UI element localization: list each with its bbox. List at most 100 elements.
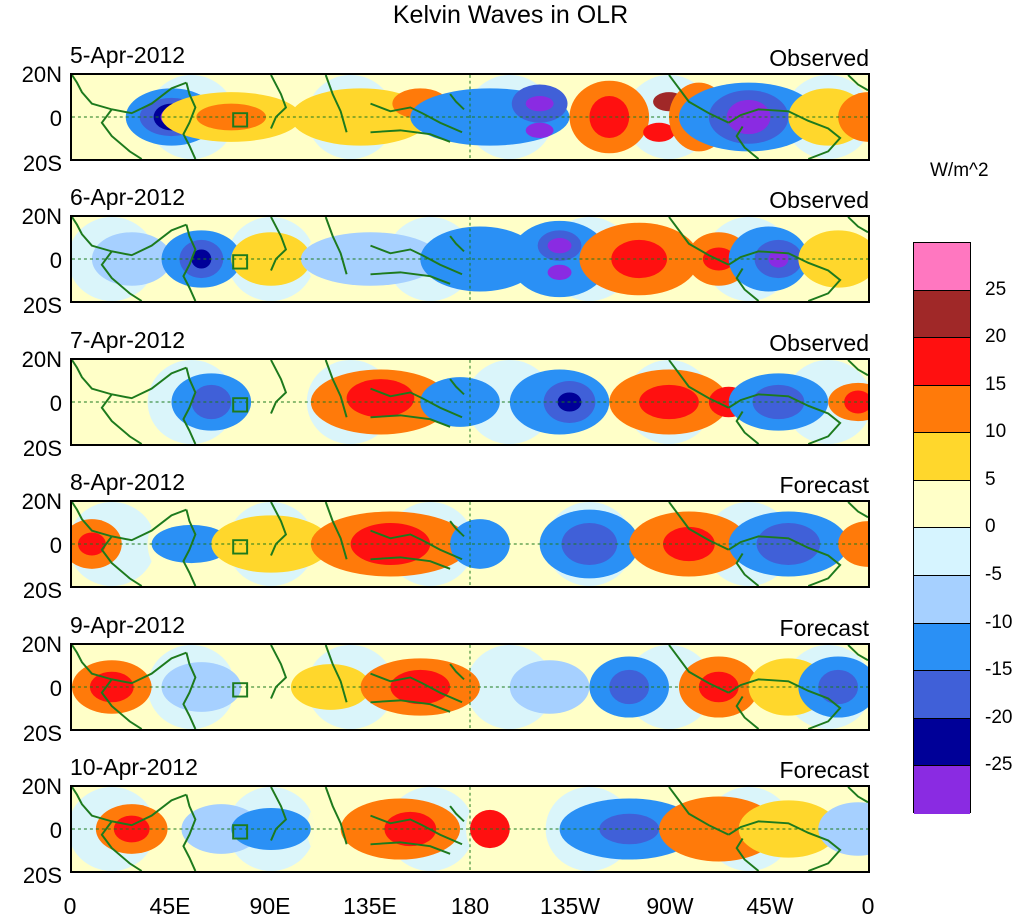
coastline	[182, 509, 197, 586]
coastline	[449, 93, 465, 111]
lat-label: 20N	[21, 774, 62, 799]
olr-band	[72, 360, 156, 444]
coastline	[668, 502, 730, 551]
colorbar-swatch	[914, 766, 970, 814]
olr-anomaly-map	[70, 785, 870, 873]
coastline	[735, 553, 760, 586]
coastline	[449, 235, 465, 253]
coastline	[370, 129, 451, 143]
coastline	[270, 360, 288, 414]
coastline	[270, 502, 288, 556]
coastline	[735, 268, 760, 301]
olr-anomaly-map	[70, 73, 870, 161]
lon-label: 45E	[149, 893, 191, 919]
olr-anomaly-blob	[196, 103, 267, 131]
olr-anomaly-blob	[838, 92, 868, 142]
olr-anomaly-map	[70, 643, 870, 731]
coastline	[270, 787, 288, 841]
coastline	[324, 360, 348, 418]
coastline	[735, 696, 760, 729]
colorbar-label: 5	[985, 469, 996, 490]
panel-status: Forecast	[779, 615, 869, 641]
panel-date: 8-Apr-2012	[70, 469, 186, 495]
coastline	[72, 217, 187, 257]
colorbar-swatch	[914, 576, 970, 624]
island-outline	[232, 254, 249, 270]
coastline	[370, 271, 451, 285]
coastline	[100, 678, 143, 729]
lat-label: 0	[49, 391, 62, 416]
colorbar-swatch	[914, 718, 970, 767]
panel-date: 9-Apr-2012	[70, 612, 186, 638]
coastline	[324, 645, 348, 703]
lat-label: 20S	[22, 863, 62, 888]
lat-label: 20S	[22, 721, 62, 746]
coastline	[324, 217, 348, 275]
olr-anomaly-blob	[89, 671, 134, 703]
coastline	[728, 250, 842, 301]
olr-anomaly-blob	[838, 521, 868, 567]
map-panel-6: 10-Apr-2012 Forecast	[0, 754, 1021, 897]
coastline	[182, 82, 197, 159]
coastline	[847, 645, 868, 662]
coastline	[324, 502, 348, 560]
coastline	[728, 820, 842, 871]
colorbar-swatch	[914, 528, 970, 577]
panel-date: 5-Apr-2012	[70, 42, 186, 68]
panel-status: Forecast	[779, 472, 869, 498]
colorbar-swatch	[914, 480, 970, 529]
olr-anomaly-blob	[191, 249, 212, 269]
olr-band	[72, 75, 156, 159]
coastline	[370, 841, 451, 855]
coastline	[324, 75, 348, 133]
lat-label: 20S	[22, 293, 62, 318]
coastline	[847, 787, 868, 804]
map-panel-4: 8-Apr-2012 Forecast	[0, 469, 1021, 612]
coastline	[728, 535, 842, 586]
coastline	[270, 645, 288, 699]
coastline	[370, 529, 463, 561]
coastline	[370, 387, 463, 419]
coastline	[847, 502, 868, 519]
colorbar-swatch	[914, 385, 970, 434]
lat-label: 0	[49, 818, 62, 843]
coastline	[728, 393, 842, 444]
panel-status: Forecast	[779, 757, 869, 783]
coastline	[668, 645, 730, 694]
panel-status: Observed	[769, 45, 869, 71]
coastline	[370, 672, 463, 704]
lat-label: 0	[49, 106, 62, 131]
map-panel-5: 9-Apr-2012 Forecast	[0, 612, 1021, 755]
lat-label: 20S	[22, 151, 62, 176]
panel-date: 6-Apr-2012	[70, 184, 186, 210]
lat-label: 20S	[22, 436, 62, 461]
lat-label: 20N	[21, 62, 62, 87]
coastline	[270, 217, 288, 271]
coastline	[182, 794, 197, 871]
lon-label: 180	[450, 893, 490, 919]
coastline	[668, 217, 730, 266]
panel-status: Observed	[769, 330, 869, 356]
lat-label: 20S	[22, 578, 62, 603]
coastline	[182, 652, 197, 729]
colorbar-swatch	[914, 433, 970, 481]
coastline	[370, 699, 451, 713]
lat-label: 20N	[21, 489, 62, 514]
olr-anomaly-blob	[547, 264, 572, 280]
coastline	[182, 224, 197, 301]
lon-label: 90E	[249, 893, 291, 919]
coastline	[449, 378, 465, 396]
lat-label: 20N	[21, 204, 62, 229]
colorbar-label: 20	[985, 326, 1007, 347]
lat-label: 0	[49, 533, 62, 558]
coastline	[100, 820, 143, 871]
coastline	[847, 360, 868, 377]
coastline	[735, 411, 760, 444]
olr-anomaly-blob	[547, 238, 572, 254]
olr-anomaly-blob	[384, 811, 437, 847]
coastline	[449, 520, 465, 538]
colorbar-label: 15	[985, 374, 1007, 395]
olr-anomaly-map	[70, 215, 870, 303]
panel-date: 10-Apr-2012	[70, 754, 198, 780]
